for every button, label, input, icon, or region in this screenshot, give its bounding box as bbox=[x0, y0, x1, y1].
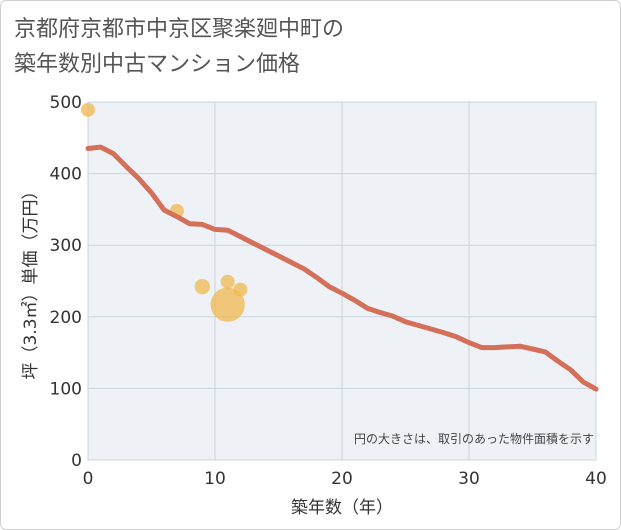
bubble-size-note: 円の大きさは、取引のあった物件面積を示す bbox=[354, 431, 594, 446]
data-bubble bbox=[210, 287, 245, 322]
bubble-layer bbox=[81, 102, 248, 322]
chart-title: 京都府京都市中京区聚楽廻中町の 築年数別中古マンション価格 bbox=[14, 12, 344, 82]
chart-title-line2: 築年数別中古マンション価格 bbox=[14, 52, 301, 77]
price-line bbox=[85, 144, 599, 392]
y-tick-label: 400 bbox=[50, 165, 82, 185]
y-tick-label: 0 bbox=[71, 451, 82, 471]
y-tick-label: 500 bbox=[50, 93, 82, 113]
grid-lines bbox=[87, 101, 597, 461]
data-bubble bbox=[81, 102, 95, 117]
chart-title-line1: 京都府京都市中京区聚楽廻中町の bbox=[14, 17, 345, 42]
tick-labels: 0 100 200 300 400 500 0 10 20 30 40 bbox=[50, 93, 607, 489]
x-tick-label: 10 bbox=[204, 469, 226, 489]
y-tick-label: 200 bbox=[50, 308, 82, 328]
y-tick-label: 100 bbox=[50, 379, 82, 399]
x-axis-label: 築年数（年） bbox=[291, 498, 393, 518]
x-tick-label: 40 bbox=[585, 469, 607, 489]
x-tick-label: 20 bbox=[331, 469, 353, 489]
y-axis-label: 坪（3.3㎡）単価（万円） bbox=[21, 182, 41, 379]
x-tick-label: 30 bbox=[458, 469, 480, 489]
y-tick-label: 300 bbox=[50, 236, 82, 256]
x-tick-label: 0 bbox=[83, 469, 94, 489]
data-bubble bbox=[194, 279, 210, 295]
data-bubble bbox=[220, 274, 235, 289]
